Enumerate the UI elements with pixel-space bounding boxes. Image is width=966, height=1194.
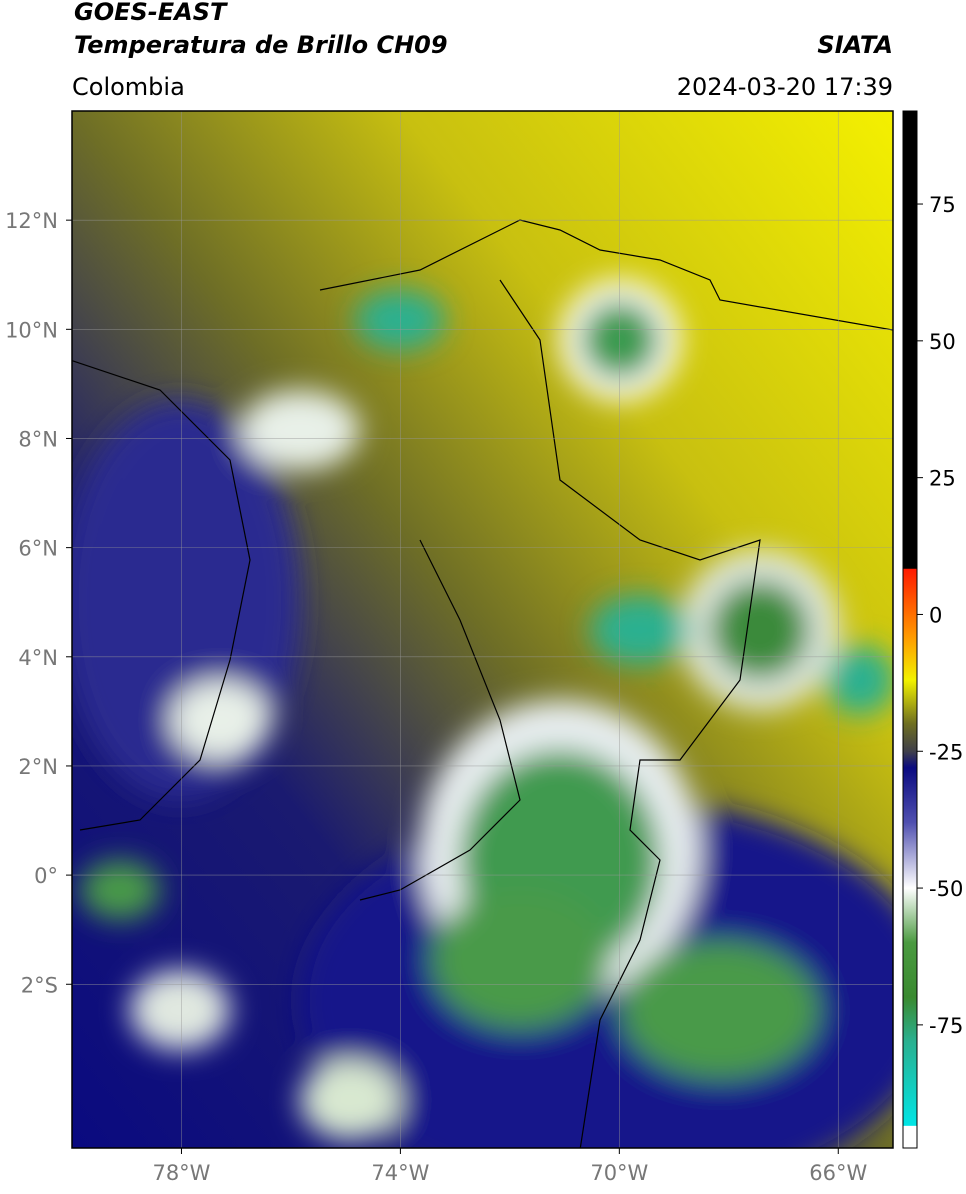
- source: SIATA: [817, 31, 893, 59]
- x-tick-label: 74°W: [371, 1161, 429, 1185]
- colorbar-tick-label: 0: [929, 603, 942, 627]
- subtitle: Temperatura de Brillo CH09: [74, 31, 448, 59]
- satellite-image: [72, 111, 893, 1148]
- colorbar-tick-label: 25: [929, 467, 956, 491]
- colorbar: [902, 110, 918, 1149]
- y-tick-label: 12°N: [5, 209, 58, 233]
- x-tick-label: 66°W: [809, 1161, 867, 1185]
- timestamp: 2024-03-20 17:39: [677, 73, 893, 101]
- colorbar-tick-label: -50: [929, 877, 963, 901]
- y-tick-label: 10°N: [5, 318, 58, 342]
- y-tick-label: 2°N: [18, 755, 58, 779]
- title: GOES-EAST: [74, 0, 228, 26]
- colorbar-tick-label: -75: [929, 1014, 963, 1038]
- y-tick-label: 6°N: [18, 537, 58, 561]
- region: Colombia: [72, 73, 185, 101]
- y-tick-label: 4°N: [18, 646, 58, 670]
- colorbar-tick-label: 75: [929, 193, 956, 217]
- y-tick-label: 2°S: [21, 973, 58, 997]
- map-frame: [71, 110, 894, 1149]
- x-tick-label: 70°W: [590, 1161, 648, 1185]
- y-tick-label: 0°: [34, 864, 58, 888]
- colorbar-tick-label: -25: [929, 740, 963, 764]
- colorbar-tick-label: 50: [929, 330, 956, 354]
- borders: [72, 219, 893, 1148]
- x-tick-label: 78°W: [152, 1161, 210, 1185]
- y-tick-label: 8°N: [18, 427, 58, 451]
